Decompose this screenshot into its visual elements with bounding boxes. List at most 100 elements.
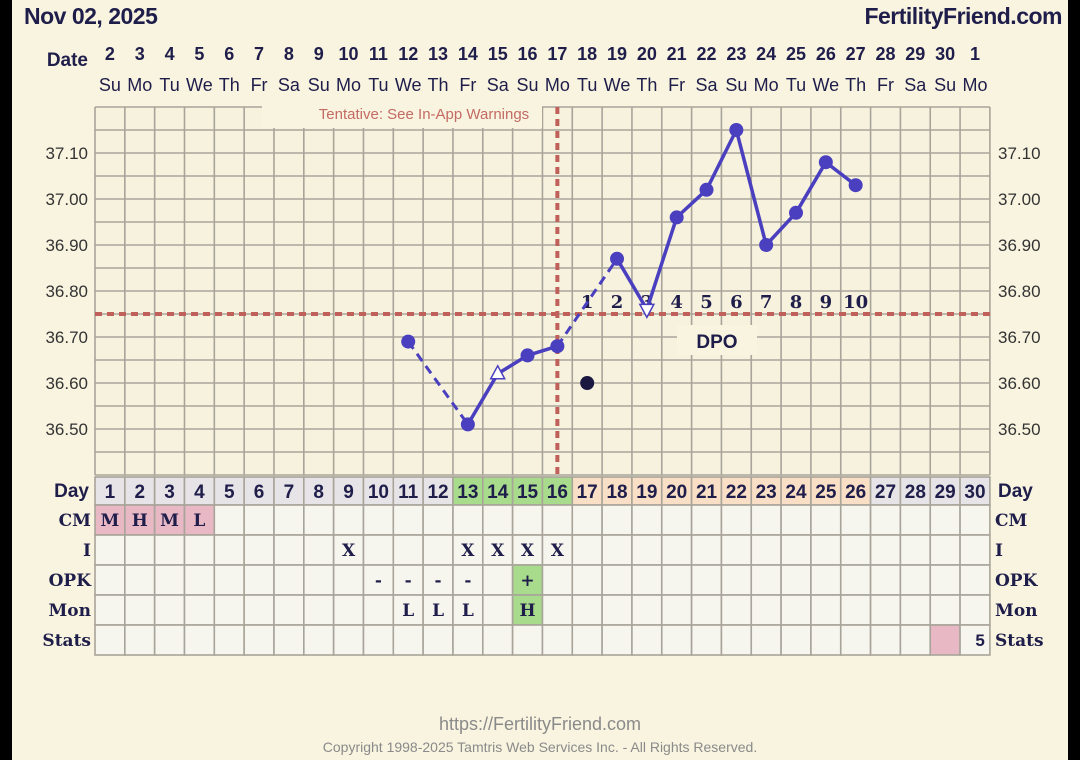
y-tick-left: 36.80 bbox=[45, 282, 88, 301]
temp-point bbox=[610, 251, 625, 266]
table-cell bbox=[422, 504, 454, 536]
table-cell bbox=[481, 594, 514, 626]
temp-point bbox=[550, 339, 565, 354]
dpo-title: DPO bbox=[696, 332, 737, 353]
table-cell bbox=[839, 564, 872, 596]
weekday-label: Tu bbox=[159, 75, 179, 95]
table-cell bbox=[810, 594, 842, 626]
table-cell bbox=[243, 504, 275, 536]
day-number: 23 bbox=[756, 482, 777, 503]
day-cell bbox=[571, 476, 603, 506]
table-cell bbox=[780, 624, 812, 656]
date-number: 8 bbox=[284, 44, 294, 64]
table-cell bbox=[571, 564, 603, 596]
table-cell bbox=[332, 504, 365, 536]
table-cell bbox=[392, 504, 424, 536]
temp-point bbox=[818, 155, 833, 170]
temp-line-dashed bbox=[556, 257, 619, 348]
weekday-label: Tu bbox=[368, 75, 388, 95]
table-cell bbox=[124, 624, 156, 656]
date-row-label: Date bbox=[47, 50, 88, 71]
table-cell bbox=[303, 624, 335, 656]
table-cell bbox=[601, 594, 633, 626]
day-number: 16 bbox=[547, 482, 568, 503]
day-number: 10 bbox=[368, 482, 389, 503]
table-cell bbox=[124, 564, 156, 596]
chart-date-title: Nov 02, 2025 bbox=[24, 3, 158, 29]
table-cell bbox=[899, 594, 932, 626]
date-number: 22 bbox=[696, 44, 716, 64]
table-cell bbox=[422, 594, 454, 626]
date-number: 20 bbox=[637, 44, 657, 64]
day-number: 18 bbox=[606, 482, 627, 503]
day-cell bbox=[362, 476, 395, 506]
table-cell bbox=[720, 624, 753, 656]
temp-line bbox=[764, 211, 798, 247]
date-number: 4 bbox=[165, 44, 175, 64]
table-row-label-right-stats: Stats bbox=[995, 631, 1044, 651]
date-number: 5 bbox=[194, 44, 204, 64]
date-number: 24 bbox=[756, 44, 776, 64]
weekday-label: Th bbox=[219, 75, 240, 95]
table-cell bbox=[899, 504, 932, 536]
day-number: 28 bbox=[905, 482, 926, 503]
table-cell bbox=[839, 504, 872, 536]
warning-background bbox=[262, 100, 542, 128]
table-row-label-right-cm: CM bbox=[995, 511, 1028, 531]
table-cell bbox=[124, 594, 156, 626]
table-cell bbox=[243, 534, 275, 566]
table-cell bbox=[422, 624, 454, 656]
table-row-label-day-right: Day bbox=[998, 481, 1033, 502]
weekday-label: Fr bbox=[668, 75, 685, 95]
table-cell bbox=[392, 534, 424, 566]
temp-point bbox=[520, 348, 535, 363]
table-cell bbox=[94, 594, 126, 626]
table-cell bbox=[213, 564, 245, 596]
y-tick-left: 37.00 bbox=[45, 190, 88, 209]
table-cell bbox=[541, 594, 574, 626]
weekday-label: Mo bbox=[127, 75, 152, 95]
table-cell bbox=[690, 624, 723, 656]
day-cell bbox=[303, 476, 335, 506]
brand-logo[interactable]: FertilityFriend.com bbox=[864, 3, 1062, 29]
table-cell bbox=[94, 504, 126, 536]
table-cell bbox=[273, 624, 305, 656]
table-cell bbox=[780, 564, 812, 596]
table-cell-value-i: X bbox=[342, 541, 356, 561]
temp-line-dashed bbox=[406, 340, 470, 426]
table-cell bbox=[631, 564, 663, 596]
day-number: 22 bbox=[726, 482, 747, 503]
table-cell bbox=[243, 594, 275, 626]
table-cell-value-cm: M bbox=[101, 511, 120, 531]
day-number: 13 bbox=[457, 482, 478, 503]
day-number: 4 bbox=[194, 482, 205, 503]
footer-url[interactable]: https://FertilityFriend.com bbox=[438, 714, 642, 734]
day-number: 8 bbox=[313, 482, 324, 503]
table-cell bbox=[869, 624, 902, 656]
date-number: 16 bbox=[518, 44, 538, 64]
table-cell bbox=[631, 624, 663, 656]
table-cell bbox=[780, 504, 812, 536]
table-cell bbox=[959, 504, 991, 536]
table-cell bbox=[750, 564, 782, 596]
table-cell bbox=[362, 594, 395, 626]
table-cell bbox=[422, 564, 454, 596]
date-number: 1 bbox=[970, 44, 980, 64]
table-cell bbox=[183, 624, 216, 656]
y-tick-left: 36.50 bbox=[45, 420, 88, 439]
table-row-label-right-opk: OPK bbox=[995, 571, 1039, 591]
table-cell bbox=[810, 504, 842, 536]
table-cell bbox=[869, 594, 902, 626]
weekday-label: We bbox=[812, 75, 839, 95]
table-cell bbox=[452, 504, 484, 536]
weekday-label: Su bbox=[308, 75, 330, 95]
temp-line bbox=[794, 161, 828, 214]
day-number: 5 bbox=[224, 482, 235, 503]
table-cell bbox=[929, 564, 961, 596]
y-tick-right: 36.70 bbox=[998, 328, 1041, 347]
dpo-label: 8 bbox=[790, 292, 803, 313]
table-cell bbox=[631, 504, 663, 536]
temp-point-discarded bbox=[580, 376, 595, 390]
table-cell bbox=[273, 504, 305, 536]
table-cell bbox=[720, 594, 753, 626]
